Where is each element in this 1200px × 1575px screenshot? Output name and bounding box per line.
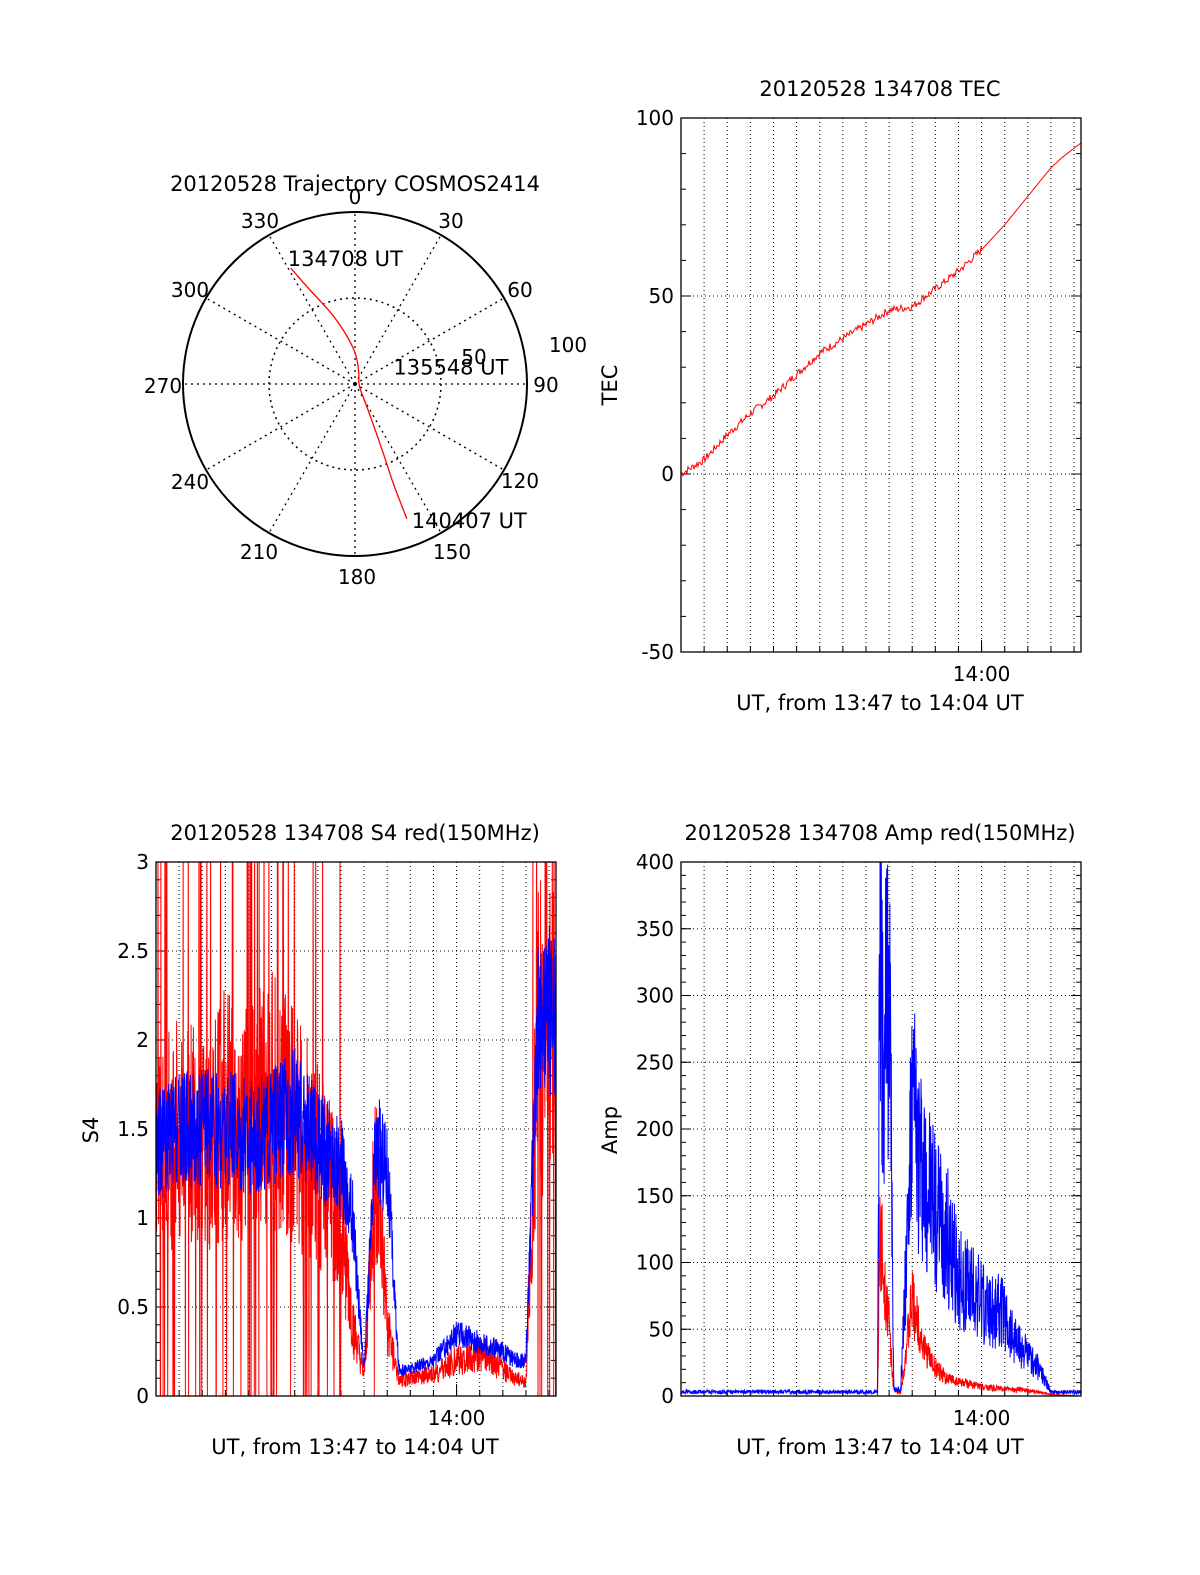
series-group	[681, 142, 1081, 477]
y-tick-label: 2	[136, 1028, 149, 1052]
s4-title: 20120528 134708 S4 red(150MHz)	[170, 821, 540, 845]
polar-angle-label: 0	[349, 185, 362, 209]
series-line-blue	[156, 925, 556, 1377]
s4-plot: 0 0.5 1 1.5 2 2.5 3 14:00	[117, 850, 557, 1430]
polar-panel: 20120528 Trajectory COSMOS2414 0 30 60 90 12…	[144, 172, 587, 589]
polar-angle-label: 210	[240, 540, 278, 564]
y-tick-label: 250	[636, 1050, 674, 1074]
amp-xlabel: UT, from 13:47 to 14:04 UT	[736, 1435, 1024, 1459]
polar-angle-label: 90	[533, 373, 558, 397]
polar-annotation: 134708 UT	[288, 247, 403, 271]
polar-grid-spoke	[205, 297, 356, 385]
plot-frame	[155, 861, 557, 1397]
y-tick-label: 300	[636, 984, 674, 1008]
y-tick-label: 2.5	[117, 939, 149, 963]
y-tick-label: 0	[136, 1384, 149, 1408]
x-tick-label: 14:00	[428, 1406, 486, 1430]
amp-plot: 0 50 100 150 200 250 300 350 400 14:00	[636, 850, 1082, 1430]
tec-ylabel: TEC	[598, 365, 622, 407]
amp-ylabel: Amp	[598, 1106, 622, 1154]
polar-angle-label: 270	[144, 374, 182, 398]
polar-grid-spoke	[354, 383, 442, 534]
polar-grid-spoke	[205, 383, 356, 471]
y-tick-label: 3	[136, 850, 149, 874]
polar-series	[290, 267, 408, 520]
polar-grid-spoke	[354, 297, 505, 385]
y-tick-label: 150	[636, 1184, 674, 1208]
tec-plot: -50 0 50 100 14:00	[636, 106, 1082, 686]
series-group	[156, 862, 556, 1396]
amp-title: 20120528 134708 Amp red(150MHz)	[684, 821, 1075, 845]
polar-grid-spoke	[268, 383, 356, 534]
y-tick-label: -50	[641, 640, 674, 664]
series-line-red	[681, 1196, 1081, 1396]
series-line-red	[681, 142, 1081, 477]
polar-outer-circle	[182, 211, 528, 557]
y-tick-label: 1	[136, 1206, 149, 1230]
y-tick-label: 50	[649, 1317, 674, 1341]
polar-grid-spoke	[268, 234, 356, 385]
polar-annotation: 135548 UT	[393, 356, 508, 380]
tec-title: 20120528 134708 TEC	[759, 77, 1000, 101]
polar-grid-spoke	[354, 383, 505, 471]
y-tick-label: 0	[661, 462, 674, 486]
s4-panel: 20120528 134708 S4 red(150MHz) 0 0.5 1 1.5 2…	[79, 821, 557, 1459]
tec-panel: 20120528 134708 TEC -50 0 50 100 14:00 UT, f…	[598, 77, 1082, 715]
series-line-red	[156, 862, 556, 1396]
plot-frame	[680, 861, 1082, 1397]
polar-grid	[182, 211, 528, 557]
polar-annotations: 134708 UT 135548 UT 140407 UT	[288, 247, 527, 533]
polar-radial-label: 100	[549, 333, 587, 357]
polar-angle-labels: 0 30 60 90 120 150 180 210 240 270 300 330 50 100	[144, 185, 587, 589]
polar-angle-label: 180	[338, 565, 376, 589]
y-tick-label: 1.5	[117, 1117, 149, 1141]
x-tick-label: 14:00	[953, 1406, 1011, 1430]
polar-angle-label: 30	[438, 209, 463, 233]
polar-title: 20120528 Trajectory COSMOS2414	[170, 172, 540, 196]
polar-annotation: 140407 UT	[412, 509, 527, 533]
polar-angle-label: 300	[171, 278, 209, 302]
y-tick-label: 100	[636, 1251, 674, 1275]
polar-angle-label: 330	[241, 209, 279, 233]
y-tick-label: 0	[661, 1384, 674, 1408]
polar-trajectory-line	[290, 267, 408, 520]
s4-xlabel: UT, from 13:47 to 14:04 UT	[211, 1435, 499, 1459]
polar-angle-label: 150	[433, 540, 471, 564]
plot-frame	[680, 117, 1082, 653]
x-tick-label: 14:00	[953, 662, 1011, 686]
y-tick-label: 50	[649, 284, 674, 308]
tec-xlabel: UT, from 13:47 to 14:04 UT	[736, 691, 1024, 715]
y-tick-label: 350	[636, 917, 674, 941]
y-tick-label: 200	[636, 1117, 674, 1141]
polar-angle-label: 240	[171, 470, 209, 494]
polar-angle-label: 120	[501, 469, 539, 493]
series-group	[681, 862, 1081, 1396]
polar-radial-label: 50	[461, 345, 486, 369]
y-tick-label: 400	[636, 850, 674, 874]
series-line-blue	[681, 862, 1081, 1396]
polar-grid-spoke	[354, 234, 442, 385]
polar-angle-label: 60	[507, 278, 532, 302]
amp-panel: 20120528 134708 Amp red(150MHz) 0 50 100 15…	[598, 821, 1082, 1459]
y-tick-label: 100	[636, 106, 674, 130]
s4-ylabel: S4	[79, 1117, 103, 1144]
y-tick-label: 0.5	[117, 1295, 149, 1319]
